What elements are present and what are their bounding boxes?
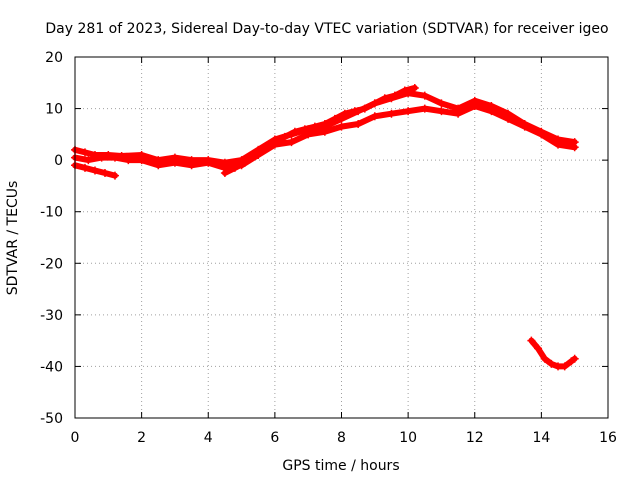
data-point — [404, 107, 413, 116]
x-tick-label: 14 — [532, 430, 550, 446]
data-point — [220, 169, 229, 178]
data-point — [380, 94, 389, 103]
x-tick-label: 16 — [599, 430, 617, 446]
data-point — [437, 99, 446, 108]
data-point — [350, 107, 359, 116]
y-tick-label: -10 — [40, 205, 63, 221]
data-point — [547, 359, 556, 368]
y-axis-label: SDTVAR / TECUs — [5, 181, 21, 296]
data-point — [110, 171, 119, 180]
data-point — [204, 158, 213, 167]
data-point — [280, 132, 289, 141]
data-point — [340, 109, 349, 118]
data-point — [520, 122, 529, 131]
data-point — [570, 143, 579, 152]
data-point — [84, 156, 93, 165]
data-point — [560, 362, 569, 371]
data-point — [437, 107, 446, 116]
x-tick-label: 0 — [71, 430, 80, 446]
data-point — [304, 130, 313, 139]
data-point — [400, 86, 409, 95]
x-tick-label: 4 — [204, 430, 213, 446]
data-point — [300, 125, 309, 134]
x-tick-label: 8 — [337, 430, 346, 446]
data-point — [370, 99, 379, 108]
x-tick-label: 10 — [399, 430, 417, 446]
y-tick-label: -50 — [40, 411, 63, 427]
y-tick-label: -20 — [40, 256, 63, 272]
data-point — [487, 107, 496, 116]
data-point — [170, 158, 179, 167]
data-point — [420, 104, 429, 113]
data-point — [390, 91, 399, 100]
x-tick-label: 2 — [137, 430, 146, 446]
data-point — [110, 153, 119, 162]
data-point — [537, 130, 546, 139]
data-point — [570, 354, 579, 363]
series-track-c — [71, 161, 119, 180]
data-point — [80, 163, 89, 172]
data-point — [230, 163, 239, 172]
grid-lines — [74, 56, 609, 419]
data-point — [287, 138, 296, 147]
series-track-b — [71, 101, 579, 172]
y-tick-label: 20 — [45, 50, 63, 66]
series-track-d — [220, 83, 419, 178]
data-point — [240, 158, 249, 167]
data-point — [90, 166, 99, 175]
data-point — [310, 122, 319, 131]
data-point — [97, 153, 106, 162]
data-point — [454, 109, 463, 118]
chart-title: Day 281 of 2023, Sidereal Day-to-day VTE… — [45, 21, 608, 37]
x-tick-label: 12 — [466, 430, 484, 446]
data-point — [360, 104, 369, 113]
data-point — [154, 161, 163, 170]
x-axis-label: GPS time / hours — [282, 458, 399, 474]
data-point — [137, 156, 146, 165]
data-point — [320, 120, 329, 129]
series-line — [528, 337, 578, 370]
data-point — [540, 354, 549, 363]
data-point — [387, 109, 396, 118]
data-point — [337, 122, 346, 131]
data-point — [420, 91, 429, 100]
data-point — [410, 83, 419, 92]
data-point — [270, 138, 279, 147]
data-point — [187, 161, 196, 170]
series-track-e — [527, 336, 579, 371]
series-line — [72, 103, 578, 171]
data-point — [504, 114, 513, 123]
data-point — [80, 148, 89, 157]
y-tick-labels: -50 -40 -30 -20 -10 0 10 20 — [40, 50, 63, 427]
y-tick-label: 10 — [45, 102, 63, 118]
data-point — [534, 344, 543, 353]
series-line — [221, 84, 418, 176]
data-point — [250, 150, 259, 159]
x-tick-label: 6 — [270, 430, 279, 446]
data-point — [100, 169, 109, 178]
data-point — [290, 127, 299, 136]
data-point — [354, 120, 363, 129]
plot-frame — [74, 56, 609, 419]
data-point — [527, 336, 536, 345]
data-point — [370, 112, 379, 121]
data-point — [124, 156, 133, 165]
y-tick-label: 0 — [54, 153, 63, 169]
data-point — [330, 114, 339, 123]
x-tick-labels: 0 2 4 6 8 10 12 14 16 — [71, 430, 617, 446]
data-point — [470, 101, 479, 110]
series-group — [71, 83, 579, 371]
y-tick-label: -40 — [40, 359, 63, 375]
data-point — [260, 143, 269, 152]
y-tick-label: -30 — [40, 308, 63, 324]
data-point — [320, 127, 329, 136]
data-point — [554, 140, 563, 149]
